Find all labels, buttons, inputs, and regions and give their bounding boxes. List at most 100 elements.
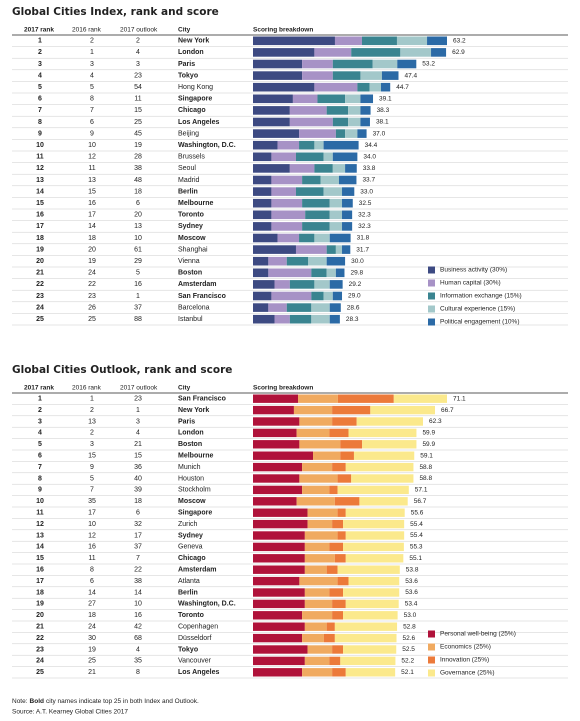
legend-swatch xyxy=(428,643,435,651)
rank: 10 xyxy=(36,142,44,149)
column-header: City xyxy=(178,385,191,392)
score: 30.0 xyxy=(351,258,364,265)
score: 52.8 xyxy=(403,623,416,630)
rank: 21 xyxy=(36,624,44,631)
bar-segment xyxy=(302,611,333,620)
bar-segment xyxy=(343,542,404,552)
rank: 16 xyxy=(36,212,44,219)
bar-segment xyxy=(271,291,312,301)
rank: 14 xyxy=(36,188,44,195)
score: 29.2 xyxy=(349,281,362,288)
bar-segment xyxy=(345,668,396,677)
bar-segment xyxy=(332,417,357,426)
bar-segment xyxy=(360,106,371,115)
bar-segment xyxy=(289,106,327,115)
rank-2016: 17 xyxy=(88,212,96,219)
score: 52.5 xyxy=(402,646,415,653)
rank-2016: 2 xyxy=(90,430,94,437)
rank-2016: 13 xyxy=(88,418,96,425)
rank: 9 xyxy=(38,487,42,494)
rank: 23 xyxy=(36,293,44,300)
bar-segment xyxy=(342,245,351,254)
score: 53.4 xyxy=(405,601,418,608)
rank-2016: 24 xyxy=(88,624,96,631)
rank-2016: 5 xyxy=(90,84,94,91)
city: Houston xyxy=(178,475,204,482)
city: Los Angeles xyxy=(178,669,219,676)
outlook-rank: 20 xyxy=(134,212,142,219)
bar-segment xyxy=(332,71,361,80)
score: 53.6 xyxy=(405,589,418,596)
rank: 11 xyxy=(36,154,44,161)
bar-segment xyxy=(335,245,343,254)
legend-label: Personal well-being (25%) xyxy=(440,631,516,638)
score: 31.8 xyxy=(357,235,370,242)
bar-segment xyxy=(332,599,346,609)
bar-segment xyxy=(253,645,308,654)
rank-2016: 26 xyxy=(88,304,96,311)
bar-segment xyxy=(343,519,405,529)
city: Sydney xyxy=(178,223,203,230)
city: Hong Kong xyxy=(178,84,213,91)
bar-segment xyxy=(253,428,297,438)
rank-2016: 25 xyxy=(88,316,96,323)
rank: 24 xyxy=(36,658,44,665)
score: 34.4 xyxy=(365,142,378,149)
bar-segment xyxy=(320,175,339,185)
rank: 1 xyxy=(38,396,42,403)
outlook-rank: 21 xyxy=(134,441,142,448)
rank-2016: 18 xyxy=(88,235,96,242)
column-header: 2017 outlook xyxy=(120,27,158,34)
legend-swatch xyxy=(428,630,435,638)
bar-segment xyxy=(253,588,305,597)
bar-segment xyxy=(329,428,349,438)
bar-segment xyxy=(345,508,405,517)
outlook-rank: 6 xyxy=(136,510,140,517)
bar-segment xyxy=(360,71,382,80)
city: Paris xyxy=(178,418,195,425)
city: Shanghai xyxy=(178,246,208,253)
outlook-rank: 36 xyxy=(134,464,142,471)
bar-segment xyxy=(253,187,272,196)
bar-segment xyxy=(314,48,352,57)
rank: 4 xyxy=(38,430,42,437)
outlook-rank: 32 xyxy=(134,521,142,528)
bar-segment xyxy=(314,82,358,92)
score: 29.8 xyxy=(350,270,363,277)
bar-segment xyxy=(299,129,336,138)
bar-segment xyxy=(369,82,382,92)
city: Tokyo xyxy=(178,646,198,653)
rank-2016: 19 xyxy=(88,258,96,265)
bar-segment xyxy=(268,268,312,278)
bar-segment xyxy=(253,268,269,278)
bar-segment xyxy=(271,175,303,185)
score: 55.6 xyxy=(411,509,424,516)
bar-segment xyxy=(332,291,343,301)
bar-segment xyxy=(302,59,333,69)
note: Note: Bold city names indicate top 25 in b… xyxy=(12,698,199,705)
bar-segment xyxy=(271,152,296,162)
bar-segment xyxy=(314,280,330,289)
outlook-rank: 10 xyxy=(134,601,142,608)
bar-segment xyxy=(304,656,330,666)
bar-segment xyxy=(253,210,272,220)
rank: 3 xyxy=(38,418,42,425)
score: 32.5 xyxy=(359,200,372,207)
outlook-rank: 4 xyxy=(136,430,140,437)
bar-segment xyxy=(253,198,272,208)
outlook-rank: 29 xyxy=(134,258,142,265)
bar-segment xyxy=(326,565,338,574)
bar-segment xyxy=(340,451,354,460)
bar-segment xyxy=(253,314,275,324)
score: 44.7 xyxy=(396,84,409,91)
bar-segment xyxy=(271,187,296,196)
outlook-rank: 22 xyxy=(134,567,142,574)
city: New York xyxy=(178,38,209,45)
bar-segment xyxy=(304,542,330,552)
rank: 8 xyxy=(38,475,42,482)
city: Munich xyxy=(178,464,201,471)
bar-segment xyxy=(253,256,269,266)
bar-segment xyxy=(253,451,314,460)
bar-segment xyxy=(253,622,305,631)
bar-segment xyxy=(329,314,340,324)
